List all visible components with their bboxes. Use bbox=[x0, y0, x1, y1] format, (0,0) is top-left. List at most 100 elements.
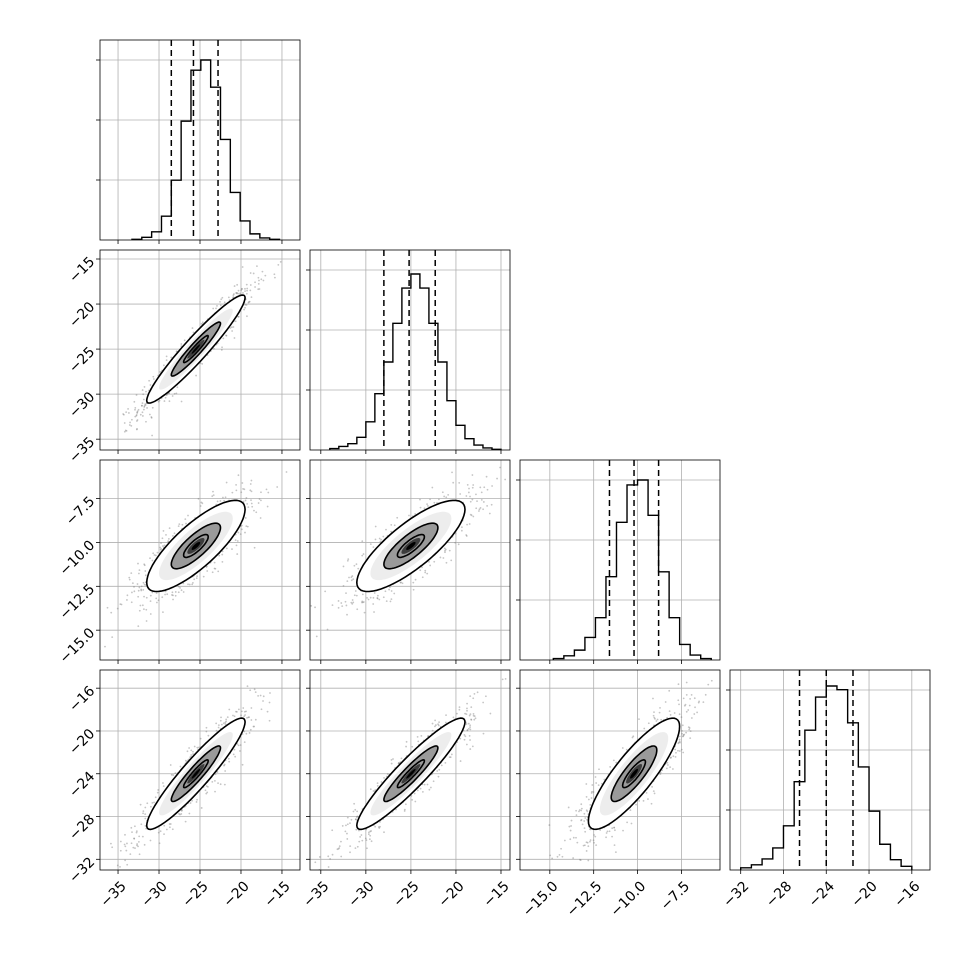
scatter-point bbox=[144, 574, 147, 577]
scatter-point bbox=[580, 807, 583, 810]
scatter-point bbox=[253, 546, 256, 549]
scatter-point bbox=[247, 716, 250, 719]
scatter-point bbox=[397, 762, 400, 765]
scatter-point bbox=[168, 823, 171, 825]
scatter-point bbox=[653, 716, 656, 719]
scatter-point bbox=[237, 315, 240, 318]
scatter-point bbox=[195, 374, 197, 377]
scatter-point bbox=[499, 466, 501, 469]
scatter-point bbox=[139, 803, 142, 806]
density-layer bbox=[104, 471, 288, 648]
scatter-point bbox=[170, 356, 173, 359]
scatter-point bbox=[221, 346, 223, 349]
scatter-point bbox=[257, 282, 260, 285]
scatter-point bbox=[256, 265, 258, 268]
scatter-point bbox=[329, 858, 332, 860]
scatter-point bbox=[349, 851, 351, 854]
scatter-point bbox=[139, 413, 142, 416]
scatter-point bbox=[268, 701, 271, 704]
scatter-point bbox=[249, 728, 252, 731]
scatter-point bbox=[177, 591, 180, 594]
scatter-point bbox=[81, 463, 83, 465]
scatter-point bbox=[101, 883, 103, 885]
scatter-point bbox=[351, 599, 354, 601]
scatter-point bbox=[428, 788, 431, 791]
contour-line-0 bbox=[182, 533, 210, 559]
scatter-point bbox=[390, 590, 393, 592]
scatter-point bbox=[342, 584, 345, 587]
scatter-point bbox=[150, 416, 153, 419]
y-tick-label: −12.5 bbox=[57, 581, 99, 623]
scatter-point bbox=[171, 395, 174, 397]
scatter-point bbox=[437, 775, 440, 778]
scatter-point bbox=[241, 287, 243, 290]
scatter-point bbox=[240, 714, 242, 717]
scatter-point bbox=[212, 347, 215, 350]
scatter-point bbox=[165, 355, 168, 358]
scatter-point bbox=[236, 553, 239, 555]
scatter-point bbox=[237, 708, 240, 711]
scatter-point bbox=[232, 714, 234, 717]
scatter-point bbox=[234, 539, 237, 542]
scatter-point bbox=[205, 566, 208, 568]
scatter-point bbox=[166, 593, 169, 596]
scatter-point bbox=[444, 549, 446, 552]
scatter-point bbox=[410, 795, 413, 797]
scatter-point bbox=[246, 685, 249, 688]
y-tick-label: −30 bbox=[66, 389, 98, 421]
scatter-point bbox=[148, 413, 151, 416]
scatter-point bbox=[448, 756, 451, 759]
scatter-point bbox=[180, 589, 183, 592]
scatter-point bbox=[196, 746, 199, 749]
scatter-point bbox=[179, 587, 181, 589]
scatter-point bbox=[151, 434, 154, 437]
scatter-point bbox=[260, 491, 262, 494]
density-layer bbox=[314, 677, 507, 870]
y-tick-label: −28 bbox=[66, 812, 98, 844]
scatter-point bbox=[128, 578, 131, 581]
scatter-point bbox=[134, 847, 136, 850]
scatter-point bbox=[403, 808, 406, 811]
scatter-point bbox=[476, 500, 478, 503]
contour-line-2 bbox=[145, 717, 246, 831]
scatter-point bbox=[193, 578, 196, 581]
scatter-point bbox=[248, 301, 250, 303]
scatter-point bbox=[222, 337, 225, 340]
scatter-point bbox=[152, 375, 155, 378]
scatter-point bbox=[459, 760, 462, 762]
scatter-point bbox=[431, 722, 434, 725]
scatter-point bbox=[266, 505, 269, 508]
scatter-point bbox=[124, 859, 127, 862]
scatter-point bbox=[127, 408, 129, 410]
scatter-point bbox=[233, 337, 236, 339]
scatter-point bbox=[353, 802, 356, 805]
scatter-point bbox=[138, 853, 141, 856]
scatter-point bbox=[206, 570, 209, 572]
scatter-point bbox=[144, 570, 147, 572]
scatter-point bbox=[138, 569, 141, 572]
scatter-point bbox=[204, 789, 207, 792]
scatter-point bbox=[252, 272, 255, 275]
scatter-point bbox=[144, 403, 147, 406]
scatter-point bbox=[245, 292, 248, 295]
scatter-point bbox=[178, 523, 181, 526]
scatter-point bbox=[125, 873, 127, 875]
scatter-point bbox=[221, 553, 224, 556]
scatter-point bbox=[340, 602, 343, 604]
scatter-point bbox=[449, 756, 452, 759]
y-tick-label: −20 bbox=[66, 726, 98, 758]
scatter-point bbox=[137, 589, 140, 592]
scatter-point bbox=[155, 592, 158, 595]
scatter-point bbox=[426, 503, 428, 505]
scatter-point bbox=[426, 783, 429, 786]
scatter-point bbox=[438, 768, 441, 771]
scatter-point bbox=[245, 283, 248, 286]
scatter-point bbox=[262, 279, 265, 282]
scatter-point bbox=[126, 599, 128, 601]
scatter-point bbox=[242, 500, 245, 503]
scatter-point bbox=[383, 777, 385, 779]
scatter-point bbox=[683, 733, 686, 736]
scatter-point bbox=[470, 706, 473, 709]
scatter-point bbox=[119, 865, 121, 868]
scatter-point bbox=[222, 496, 224, 499]
